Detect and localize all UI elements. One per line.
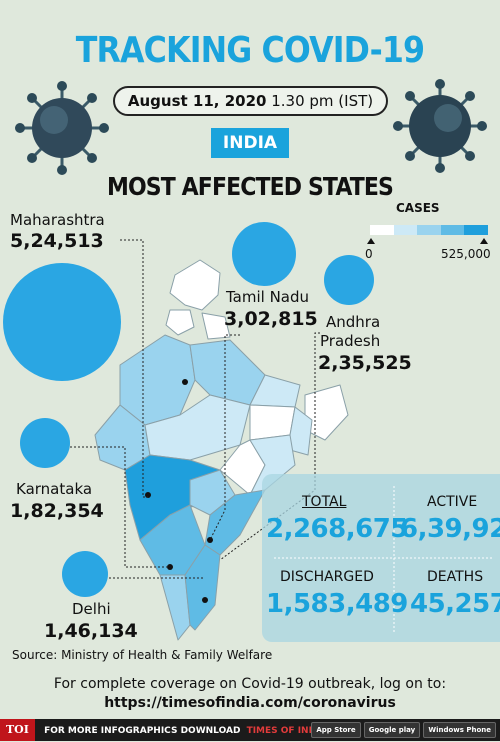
- state-name-andhra: Andhra: [326, 313, 381, 331]
- virus-left-icon: [15, 81, 109, 175]
- state-name-maharashtra: Maharashtra: [10, 211, 105, 229]
- stat-label-total: TOTAL: [302, 494, 347, 510]
- legend-swatch: [393, 225, 418, 235]
- source-note: Source: Ministry of Health & Family Welf…: [12, 648, 273, 662]
- virus-right-icon: [393, 79, 487, 173]
- bottom-banner: TOI FOR MORE INFOGRAPHICS DOWNLOAD TIMES…: [0, 719, 500, 741]
- bubble-maharashtra: [3, 263, 121, 381]
- legend-color-scale: [370, 225, 488, 235]
- legend-max: 525,000: [441, 247, 491, 261]
- legend-swatch: [440, 225, 465, 235]
- map-region-uttarakhand: [201, 312, 231, 340]
- time-text: 1.30 pm (IST): [271, 92, 374, 110]
- stat-value-discharged: 1,583,489: [266, 589, 408, 619]
- map-region-bengal: [289, 406, 313, 456]
- legend-swatch: [370, 225, 394, 235]
- map-region-punjab: [165, 309, 195, 336]
- state-name-tamilnadu: Tamil Nadu: [226, 288, 310, 306]
- google-play-badge[interactable]: Google play: [363, 721, 421, 738]
- india-map: [94, 259, 349, 641]
- section-heading: MOST AFFECTED STATES: [106, 172, 394, 201]
- date-text: August 11, 2020: [127, 92, 267, 110]
- page-title: TRACKING COVID-19: [75, 30, 425, 71]
- stat-value-total: 2,268,675: [266, 514, 408, 544]
- country-badge: INDIA: [211, 128, 289, 158]
- legend-swatch: [464, 225, 488, 235]
- footer-link[interactable]: https://timesofindia.com/coronavirus: [104, 695, 396, 711]
- legend-min: 0: [365, 247, 373, 261]
- map-region-north: [169, 259, 221, 311]
- map-region-tamilnadu: [184, 544, 221, 631]
- state-name-karnataka: Karnataka: [16, 480, 93, 498]
- stat-value-deaths: 45,257: [410, 589, 500, 619]
- state-name-pradesh: Pradesh: [320, 332, 381, 350]
- app-store-badge[interactable]: App Store: [311, 721, 361, 738]
- windows-phone-badge[interactable]: Windows Phone: [423, 721, 496, 738]
- bubble-tamilnadu: [232, 222, 296, 286]
- stat-label-deaths: DEATHS: [427, 569, 484, 585]
- toi-logo: TOI: [0, 719, 35, 741]
- bubble-andhrapradesh: [324, 255, 374, 305]
- legend-max-marker: [480, 238, 488, 244]
- state-cases-delhi: 1,46,134: [44, 620, 138, 642]
- stat-label-discharged: DISCHARGED: [280, 569, 374, 585]
- legend-swatch: [417, 225, 441, 235]
- stat-value-active: 6,39,929: [400, 514, 500, 544]
- state-cases-andhrapradesh: 2,35,525: [318, 352, 412, 374]
- bottom-banner-text: FOR MORE INFOGRAPHICS DOWNLOAD: [44, 726, 241, 736]
- stats-panel: TOTAL 2,268,675 ACTIVE 6,39,929 DISCHARG…: [262, 474, 500, 642]
- state-cases-tamilnadu: 3,02,815: [224, 308, 318, 330]
- date-pill: August 11, 2020 1.30 pm (IST): [113, 86, 388, 116]
- bubble-karnataka: [20, 418, 70, 468]
- bubble-delhi: [62, 551, 108, 597]
- legend-min-marker: [367, 238, 375, 244]
- state-name-delhi: Delhi: [72, 600, 111, 618]
- stats-dividers: [274, 486, 492, 634]
- footer-text: For complete coverage on Covid-19 outbre…: [53, 676, 447, 692]
- state-cases-maharashtra: 5,24,513: [10, 230, 104, 252]
- legend-title: CASES: [396, 201, 440, 215]
- state-cases-karnataka: 1,82,354: [10, 500, 104, 522]
- bottom-banner-app: TIMES OF INDIA APP: [246, 726, 350, 736]
- stat-label-active: ACTIVE: [427, 494, 478, 510]
